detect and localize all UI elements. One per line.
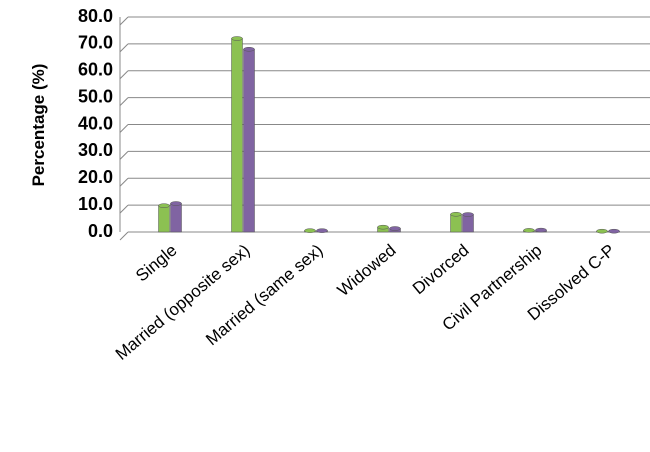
y-tick-label: 80.0 [78,6,113,26]
grid-depth [119,97,129,106]
bar [462,214,474,233]
bar-top [596,228,608,234]
y-tick-label: 70.0 [78,33,113,53]
bar [158,205,170,233]
bar-top [608,228,620,234]
bar-top [231,36,243,41]
grid-depth [119,204,129,214]
bar-top [535,227,547,233]
bar-top [158,203,170,208]
bar [243,49,255,233]
y-tick-label: 20.0 [78,167,113,187]
x-tick-label: Single [132,241,180,286]
grid-depth [119,151,129,160]
bar-top [523,228,535,233]
grid-depth [119,43,129,53]
y-tick-label: 60.0 [78,60,113,80]
grid-depth [119,70,129,80]
bar-top [462,212,474,217]
x-tick-label: Married (opposite sex) [112,241,254,364]
bar-top [170,201,182,206]
bar-top [316,228,328,233]
bar [231,38,243,233]
grid-depth [119,16,129,26]
grid-depth [119,124,129,133]
grid-depth [119,177,129,187]
bar-top [304,228,316,233]
y-tick-label: 50.0 [78,86,113,106]
bar-top [389,226,401,231]
y-tick-label: 0.0 [88,221,113,241]
y-tick-label: 10.0 [78,194,113,214]
bar-top [243,47,255,52]
y-tick-label: 30.0 [78,140,113,160]
bar-top [450,212,462,217]
y-axis-label: Percentage (%) [29,64,48,187]
x-tick-label: Divorced [409,241,473,299]
bar [170,203,182,233]
x-tick-label: Widowed [334,241,400,300]
bar [450,214,462,233]
grid-depth [119,231,129,241]
bar-top [377,224,389,230]
y-tick-label: 40.0 [78,113,113,133]
